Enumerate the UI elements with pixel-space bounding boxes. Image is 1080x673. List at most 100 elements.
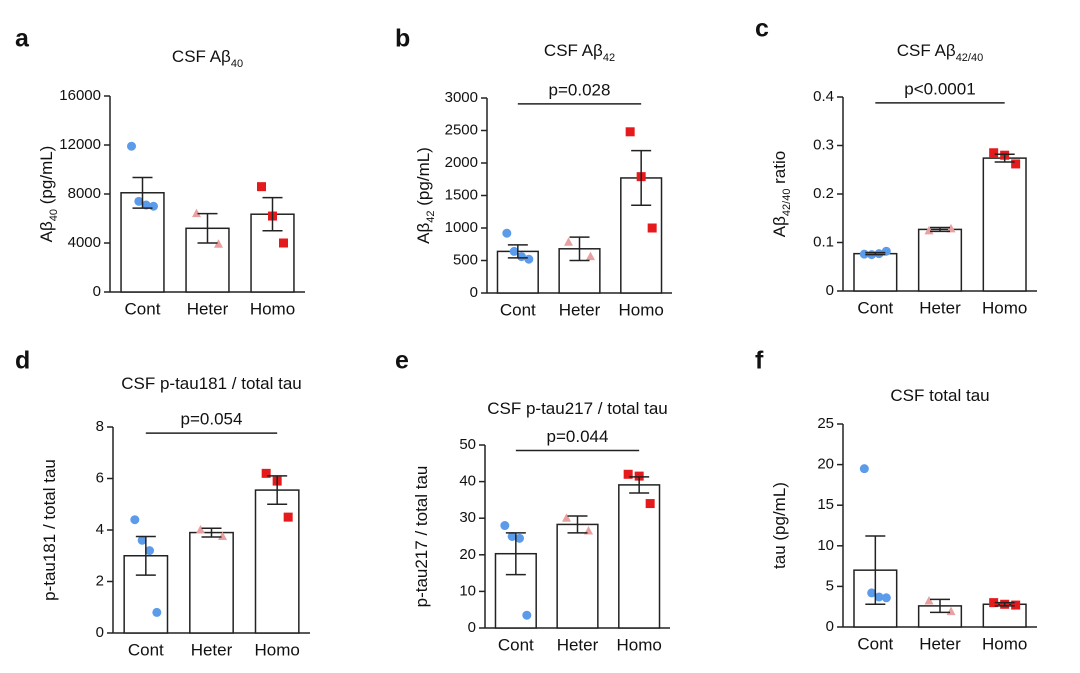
chart-title: CSF total tau: [890, 386, 989, 405]
bar: [917, 228, 963, 292]
data-point: [874, 592, 884, 602]
y-tick-label: 15: [817, 496, 834, 513]
data-point: [218, 531, 227, 540]
data-point: [881, 593, 891, 603]
x-tick-label: Heter: [919, 298, 961, 317]
y-tick-label: 2: [96, 572, 104, 589]
bar: [853, 252, 898, 292]
p-value: p<0.0001: [904, 79, 975, 98]
text-part: 40: [231, 58, 243, 70]
data-point: [261, 468, 271, 478]
y-tick-label: 0: [96, 624, 104, 641]
error-bar: [930, 598, 950, 614]
chart-title: CSF p-tau217 / total tau: [487, 399, 668, 418]
data-point: [515, 533, 524, 543]
bar: [982, 157, 1027, 292]
x-tick-label: Homo: [254, 640, 299, 659]
bar: [556, 523, 599, 629]
x-tick-label: Cont: [857, 298, 893, 317]
y-tick-label: 1000: [445, 219, 478, 236]
data-point: [192, 208, 201, 218]
text-part: CSF Aβ: [544, 41, 603, 60]
error-bar: [507, 244, 528, 259]
data-point: [214, 239, 223, 248]
error-bar: [135, 535, 156, 576]
y-tick-label: 8000: [68, 185, 101, 202]
data-point: [623, 469, 633, 479]
chart-title: CSF Aβ40: [172, 47, 243, 69]
error-bar: [505, 532, 526, 576]
y-tick-label: 1500: [445, 186, 478, 203]
text-part: Aβ: [414, 222, 433, 243]
y-tick-label: 50: [459, 436, 476, 453]
y-axis-label: tau (pg/mL): [770, 482, 789, 569]
y-tick-label: 30: [459, 509, 476, 526]
text-part: CSF p-tau181 / total tau: [121, 374, 302, 393]
text-part: 42: [603, 52, 615, 64]
data-point: [196, 525, 205, 534]
data-point: [149, 201, 158, 211]
y-tick-label: 4000: [68, 234, 101, 251]
text-part: 42: [425, 210, 437, 222]
text-part: 42/40: [781, 189, 793, 217]
error-bar: [201, 527, 222, 538]
p-value: p=0.054: [181, 410, 243, 429]
x-tick-label: Cont: [857, 634, 893, 653]
error-bar: [197, 212, 218, 244]
text-part: CSF p-tau217 / total tau: [487, 399, 668, 418]
y-tick-label: 0.2: [813, 185, 834, 202]
y-tick-label: 0: [826, 618, 834, 635]
panel-letter: c: [755, 15, 769, 43]
y-tick-label: 0: [93, 283, 101, 300]
text-part: CSF Aβ: [897, 41, 956, 60]
y-tick-label: 4: [96, 521, 104, 538]
data-point: [145, 546, 154, 556]
y-tick-label: 2500: [445, 121, 478, 138]
bar: [618, 484, 661, 629]
x-tick-label: Homo: [982, 298, 1027, 317]
data-point: [989, 598, 999, 608]
x-tick-label: Cont: [500, 300, 536, 319]
data-point: [867, 588, 877, 598]
data-point: [509, 246, 519, 256]
data-point: [500, 521, 510, 531]
bar: [254, 489, 300, 634]
p-value: p=0.044: [547, 427, 609, 446]
data-point: [137, 535, 147, 545]
p-value: p=0.028: [549, 80, 611, 99]
y-tick-label: 0.1: [813, 233, 834, 250]
x-tick-label: Homo: [250, 299, 295, 318]
panel-letter: d: [15, 347, 30, 375]
data-point: [946, 223, 956, 233]
data-point: [517, 252, 526, 262]
data-point: [562, 513, 571, 522]
data-point: [874, 249, 884, 259]
error-bar: [865, 535, 886, 606]
panel-letter: b: [395, 25, 410, 53]
y-tick-label: 5: [826, 577, 834, 594]
y-tick-label: 40: [459, 473, 476, 490]
data-point: [502, 228, 512, 238]
x-tick-label: Cont: [498, 635, 534, 654]
chart-title: CSF Aβ42: [544, 41, 615, 63]
y-axis-label: Aβ40 (pg/mL): [37, 146, 59, 243]
data-point: [1011, 600, 1021, 610]
text-part: Aβ: [37, 221, 56, 242]
data-point: [522, 610, 532, 620]
y-tick-label: 0.4: [813, 88, 834, 105]
y-tick-label: 0.3: [813, 136, 834, 153]
y-tick-label: 10: [459, 582, 476, 599]
y-tick-label: 10: [817, 537, 834, 554]
data-point: [507, 532, 517, 541]
x-tick-label: Cont: [125, 299, 161, 318]
data-point: [989, 148, 999, 158]
error-bar: [567, 515, 588, 534]
y-tick-label: 20: [459, 546, 476, 563]
data-point: [625, 127, 635, 137]
y-tick-label: 12000: [59, 136, 101, 153]
data-point: [586, 251, 595, 261]
data-point: [924, 225, 934, 235]
data-point: [645, 499, 655, 509]
y-tick-label: 25: [817, 415, 834, 432]
